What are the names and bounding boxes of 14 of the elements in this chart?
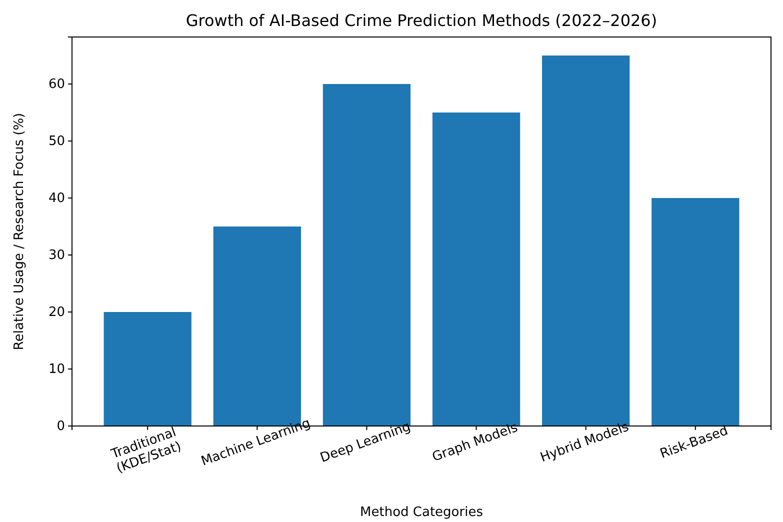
chart-title: Growth of AI-Based Crime Prediction Methods (2022–2026) — [186, 11, 658, 30]
y-tick-label: 20 — [48, 305, 65, 320]
bar — [104, 312, 192, 426]
y-tick-label: 40 — [48, 191, 65, 206]
y-tick-label: 0 — [56, 419, 65, 434]
y-tick-label: 60 — [48, 77, 65, 92]
y-tick-label: 50 — [48, 134, 65, 150]
x-axis-title: Method Categories — [360, 505, 484, 520]
y-tick-label: 30 — [48, 248, 65, 264]
x-tick-label: Graph Models — [430, 420, 520, 466]
bar — [652, 198, 740, 426]
y-tick-label: 10 — [48, 362, 65, 378]
bar — [432, 112, 520, 426]
y-axis-title: Relative Usage / Research Focus (%) — [12, 112, 27, 350]
